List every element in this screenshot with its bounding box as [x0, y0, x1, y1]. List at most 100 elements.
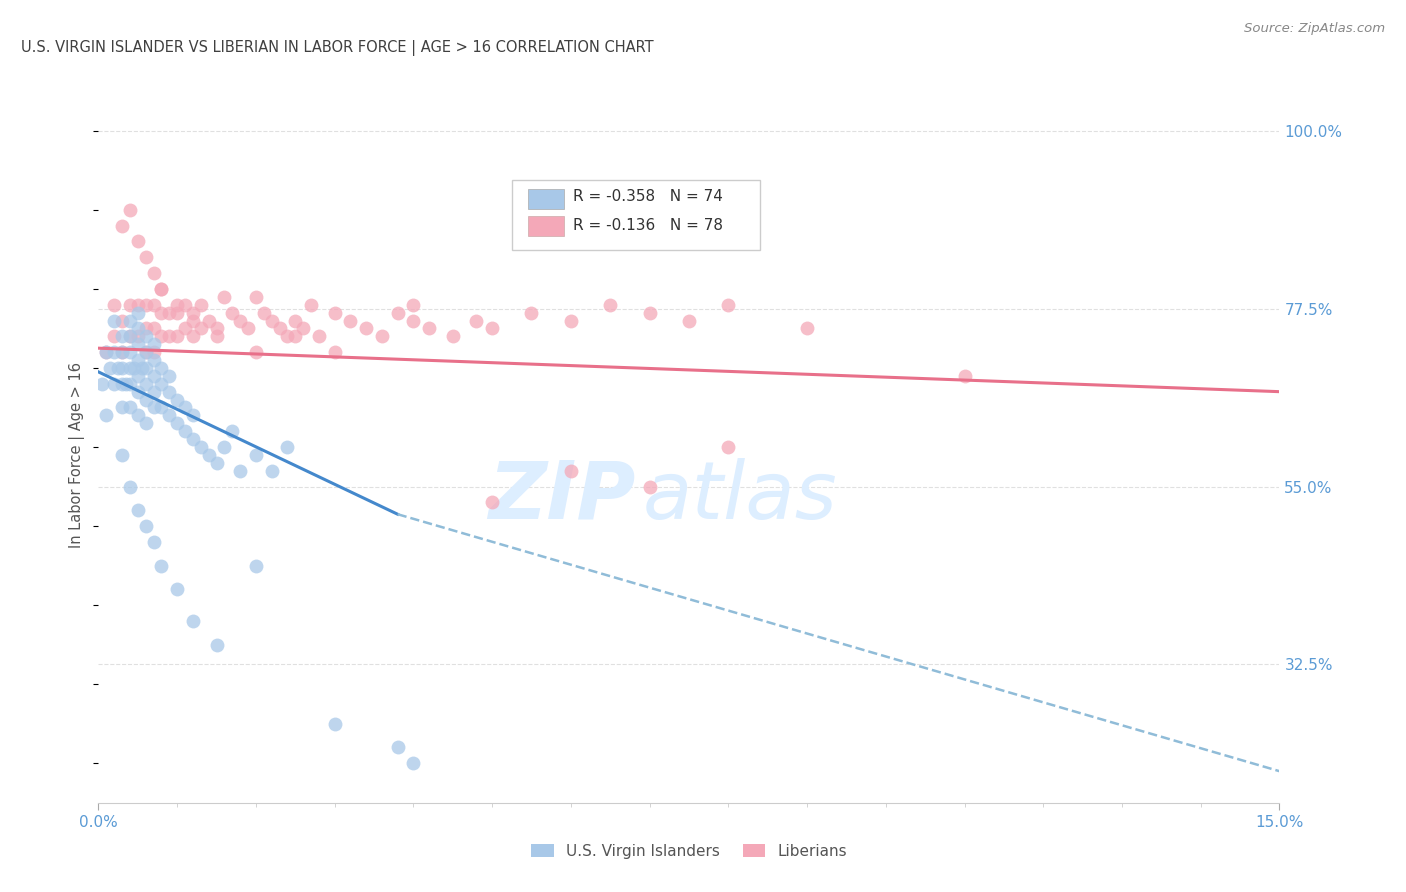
Point	[142, 298, 165, 312]
Point	[465, 313, 488, 327]
Point	[174, 298, 197, 312]
Point	[214, 440, 236, 454]
Point	[387, 305, 409, 319]
Point	[157, 368, 180, 383]
Point	[245, 448, 267, 462]
Point	[299, 298, 322, 312]
Point	[166, 298, 188, 312]
Y-axis label: In Labor Force | Age > 16: In Labor Force | Age > 16	[69, 362, 86, 548]
Point	[118, 202, 141, 217]
Point	[135, 345, 157, 359]
Point	[127, 353, 149, 368]
Point	[638, 479, 661, 493]
Text: R = -0.358   N = 74: R = -0.358 N = 74	[574, 189, 723, 204]
Point	[142, 384, 165, 399]
Point	[127, 368, 149, 383]
Point	[481, 495, 503, 509]
Point	[127, 298, 149, 312]
Point	[96, 345, 118, 359]
Point	[181, 305, 204, 319]
Point	[181, 329, 204, 343]
Point	[371, 329, 394, 343]
Point	[115, 376, 138, 391]
Legend: U.S. Virgin Islanders, Liberians: U.S. Virgin Islanders, Liberians	[524, 838, 853, 864]
Point	[284, 329, 307, 343]
Point	[127, 503, 149, 517]
Point	[166, 305, 188, 319]
Point	[135, 329, 157, 343]
Point	[166, 582, 188, 597]
Point	[402, 298, 425, 312]
Point	[205, 329, 228, 343]
Point	[599, 298, 621, 312]
Point	[150, 282, 173, 296]
Point	[269, 321, 291, 335]
Point	[181, 409, 204, 423]
Point	[118, 401, 141, 415]
Point	[91, 376, 114, 391]
Point	[166, 417, 188, 431]
Point	[98, 360, 121, 375]
Point	[96, 345, 118, 359]
Point	[221, 424, 243, 438]
Point	[118, 329, 141, 343]
Point	[103, 345, 125, 359]
Point	[245, 290, 267, 304]
Point	[96, 409, 118, 423]
Point	[150, 305, 173, 319]
Point	[221, 305, 243, 319]
Point	[150, 360, 173, 375]
Point	[387, 740, 409, 755]
Point	[127, 321, 149, 335]
Point	[111, 345, 134, 359]
Point	[174, 321, 197, 335]
Point	[135, 417, 157, 431]
Point	[150, 376, 173, 391]
Point	[323, 716, 346, 731]
Point	[717, 440, 740, 454]
Point	[118, 329, 141, 343]
Point	[197, 313, 219, 327]
Point	[181, 432, 204, 446]
Point	[103, 376, 125, 391]
Point	[717, 298, 740, 312]
Point	[205, 638, 228, 652]
Point	[245, 345, 267, 359]
Point	[111, 376, 134, 391]
Point	[107, 360, 129, 375]
Point	[181, 313, 204, 327]
Point	[953, 368, 976, 383]
Point	[135, 250, 157, 264]
Point	[157, 409, 180, 423]
Point	[118, 298, 141, 312]
Point	[103, 298, 125, 312]
Point	[260, 313, 283, 327]
Point	[402, 756, 425, 771]
Text: atlas: atlas	[643, 458, 838, 536]
Point	[229, 464, 252, 478]
Point	[157, 329, 180, 343]
Point	[103, 329, 125, 343]
Point	[150, 401, 173, 415]
Point	[142, 353, 165, 368]
Point	[111, 329, 134, 343]
Point	[127, 235, 149, 249]
Point	[118, 345, 141, 359]
Point	[560, 313, 582, 327]
Point	[260, 464, 283, 478]
Point	[118, 313, 141, 327]
Text: Source: ZipAtlas.com: Source: ZipAtlas.com	[1244, 22, 1385, 36]
Point	[127, 337, 149, 351]
Point	[308, 329, 330, 343]
Point	[150, 329, 173, 343]
Point	[127, 305, 149, 319]
Point	[205, 321, 228, 335]
Point	[245, 558, 267, 573]
Point	[122, 360, 145, 375]
Point	[284, 313, 307, 327]
FancyBboxPatch shape	[529, 189, 564, 209]
Point	[236, 321, 259, 335]
Point	[796, 321, 818, 335]
Point	[197, 448, 219, 462]
FancyBboxPatch shape	[512, 180, 759, 250]
